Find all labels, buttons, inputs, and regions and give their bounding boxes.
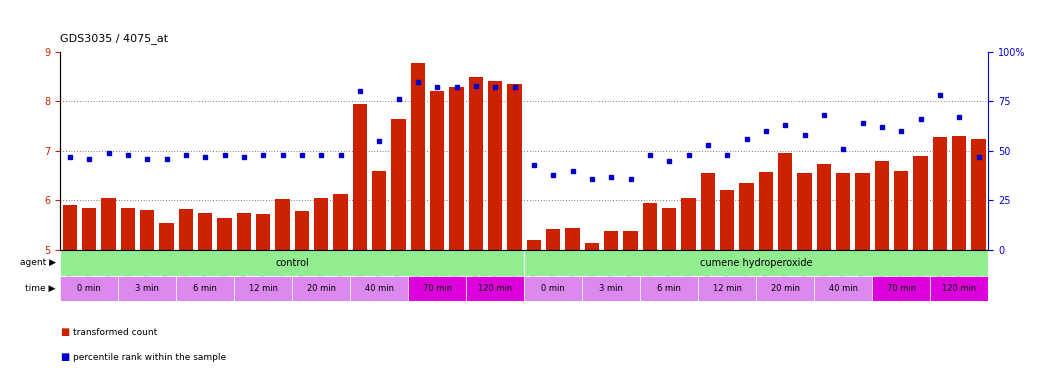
Bar (720, 190, 735, 250)
FancyBboxPatch shape (118, 276, 176, 301)
Bar (468, 76, 483, 250)
Bar (681, 198, 695, 250)
Text: 40 min: 40 min (364, 284, 393, 293)
Bar (82, 208, 97, 250)
Text: 120 min: 120 min (479, 284, 513, 293)
FancyBboxPatch shape (60, 276, 118, 301)
Bar (391, 119, 406, 250)
Bar (237, 213, 251, 250)
Text: cumene hydroperoxide: cumene hydroperoxide (700, 258, 813, 268)
Bar (430, 91, 444, 250)
Bar (179, 209, 193, 250)
FancyBboxPatch shape (466, 276, 524, 301)
Bar (952, 136, 966, 250)
Bar (836, 173, 850, 250)
Bar (855, 173, 870, 250)
Bar (353, 104, 367, 250)
FancyBboxPatch shape (582, 276, 640, 301)
Bar (102, 198, 116, 250)
FancyBboxPatch shape (176, 276, 235, 301)
Bar (62, 205, 77, 250)
Bar (604, 231, 619, 250)
Text: GDS3035 / 4075_at: GDS3035 / 4075_at (60, 33, 168, 44)
Bar (372, 171, 386, 250)
Bar (817, 164, 831, 250)
Bar (313, 198, 328, 250)
Bar (643, 203, 657, 250)
Bar (875, 161, 890, 250)
FancyBboxPatch shape (524, 276, 582, 301)
Bar (662, 208, 677, 250)
Text: 120 min: 120 min (943, 284, 977, 293)
Bar (217, 218, 231, 250)
Text: 3 min: 3 min (135, 284, 159, 293)
FancyBboxPatch shape (60, 250, 524, 276)
Bar (295, 211, 309, 250)
FancyBboxPatch shape (292, 276, 350, 301)
Bar (932, 137, 947, 250)
Text: 70 min: 70 min (422, 284, 452, 293)
Text: time ▶: time ▶ (25, 284, 56, 293)
Text: agent ▶: agent ▶ (20, 258, 56, 267)
Text: 0 min: 0 min (541, 284, 565, 293)
Bar (198, 213, 213, 250)
Text: 6 min: 6 min (657, 284, 681, 293)
Bar (546, 229, 561, 250)
FancyBboxPatch shape (930, 276, 988, 301)
Bar (623, 231, 637, 250)
Bar (566, 228, 580, 250)
Bar (449, 86, 464, 250)
FancyBboxPatch shape (408, 276, 466, 301)
Bar (913, 156, 928, 250)
Text: 12 min: 12 min (249, 284, 278, 293)
Bar (275, 199, 290, 250)
Text: 40 min: 40 min (828, 284, 857, 293)
Text: 70 min: 70 min (886, 284, 916, 293)
Bar (797, 173, 812, 250)
Bar (739, 183, 754, 250)
FancyBboxPatch shape (872, 276, 930, 301)
Bar (120, 208, 135, 250)
Text: ■: ■ (60, 327, 70, 337)
Bar (488, 81, 502, 250)
Text: 6 min: 6 min (193, 284, 217, 293)
Text: 20 min: 20 min (770, 284, 799, 293)
Bar (256, 214, 271, 250)
Bar (759, 172, 773, 250)
Text: transformed count: transformed count (73, 328, 157, 337)
FancyBboxPatch shape (350, 276, 408, 301)
Text: 0 min: 0 min (77, 284, 101, 293)
Text: 20 min: 20 min (306, 284, 335, 293)
FancyBboxPatch shape (699, 276, 756, 301)
FancyBboxPatch shape (814, 276, 872, 301)
Bar (411, 63, 426, 250)
FancyBboxPatch shape (756, 276, 814, 301)
Bar (140, 210, 155, 250)
Text: control: control (275, 258, 309, 268)
Text: 12 min: 12 min (713, 284, 742, 293)
FancyBboxPatch shape (640, 276, 699, 301)
Text: 3 min: 3 min (599, 284, 623, 293)
Bar (972, 139, 986, 250)
Text: percentile rank within the sample: percentile rank within the sample (73, 353, 226, 362)
Bar (526, 240, 541, 250)
FancyBboxPatch shape (524, 250, 988, 276)
Bar (508, 84, 522, 250)
Bar (777, 153, 792, 250)
Bar (894, 171, 908, 250)
Bar (159, 223, 173, 250)
Bar (584, 243, 599, 250)
Bar (701, 173, 715, 250)
Bar (333, 194, 348, 250)
Text: ■: ■ (60, 352, 70, 362)
FancyBboxPatch shape (235, 276, 292, 301)
